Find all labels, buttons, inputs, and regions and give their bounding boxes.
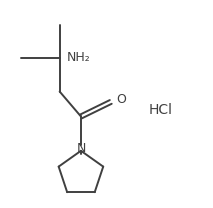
Text: O: O xyxy=(116,93,126,106)
Text: N: N xyxy=(76,142,86,155)
Text: NH₂: NH₂ xyxy=(67,51,91,64)
Text: HCl: HCl xyxy=(149,103,173,117)
